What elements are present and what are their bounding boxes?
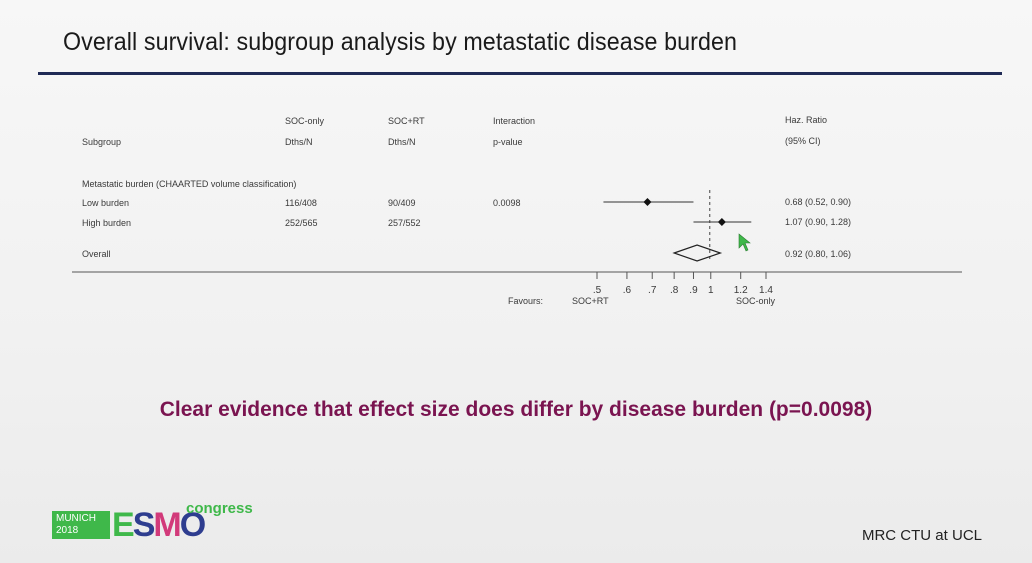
axis-tick-label: .6 [623, 285, 632, 296]
logo-letter-e: E [112, 506, 135, 544]
col-subheader-ci: (95% CI) [785, 136, 821, 146]
row-label-overall: Overall [82, 249, 111, 259]
col-subheader-pvalue: p-value [493, 137, 523, 147]
favours-left-label: SOC+RT [572, 296, 609, 306]
col-header-soc-rt: SOC+RT [388, 116, 425, 126]
row-label-high-burden: High burden [82, 218, 131, 228]
title-rule [38, 72, 1002, 75]
slide-title: Overall survival: subgroup analysis by m… [63, 28, 738, 56]
cursor-icon [738, 233, 751, 252]
point-estimate [643, 198, 652, 206]
row-low-soc-rt: 90/409 [388, 198, 416, 208]
row-high-soc-only: 252/565 [285, 218, 318, 228]
col-header-soc-only: SOC-only [285, 116, 325, 126]
row-low-pvalue: 0.0098 [493, 198, 521, 208]
overall-diamond [672, 244, 723, 262]
logo-letter-s: S [132, 506, 156, 544]
favours-right-label: SOC-only [736, 296, 776, 306]
esmo-logo: MUNICH 2018 ESMO congress [52, 500, 272, 550]
col-subheader-soc-rt: Dths/N [388, 137, 416, 147]
row-low-soc-only: 116/408 [285, 198, 317, 208]
axis-tick-label: 1 [708, 285, 714, 296]
row-label-low-burden: Low burden [82, 198, 129, 208]
col-header-interaction: Interaction [493, 116, 535, 126]
logo-congress: congress [186, 500, 253, 517]
col-header-hr: Haz. Ratio [785, 115, 827, 125]
logo-letter-m: M [153, 506, 181, 544]
row-low-hr-text: 0.68 (0.52, 0.90) [785, 197, 851, 207]
footer-credit: MRC CTU at UCL [861, 527, 982, 544]
logo-esmo-wordmark: ESMO [112, 506, 206, 544]
favours-label: Favours: [508, 296, 543, 306]
row-high-soc-rt: 257/552 [388, 218, 421, 228]
axis-tick-label: 1.2 [734, 285, 748, 296]
axis-tick-label: .5 [593, 285, 602, 296]
col-header-subgroup: Subgroup [82, 137, 121, 147]
logo-city-year: 2018 [56, 525, 79, 536]
point-estimate [717, 218, 726, 226]
row-overall-hr-text: 0.92 (0.80, 1.06) [785, 249, 851, 259]
row-high-hr-text: 1.07 (0.90, 1.28) [785, 217, 851, 227]
axis-tick-label: .9 [689, 285, 698, 296]
logo-city-badge: MUNICH 2018 [52, 511, 110, 539]
group-label: Metastatic burden (CHAARTED volume class… [82, 179, 296, 189]
logo-letter-o: O [179, 506, 206, 544]
headline: Clear evidence that effect size does dif… [159, 398, 873, 421]
col-subheader-soc-only: Dths/N [285, 137, 313, 147]
axis-tick-label: .8 [670, 285, 679, 296]
logo-city-name: MUNICH [56, 513, 96, 524]
axis-tick-label: .7 [648, 285, 657, 296]
axis-tick-label: 1.4 [759, 285, 773, 296]
